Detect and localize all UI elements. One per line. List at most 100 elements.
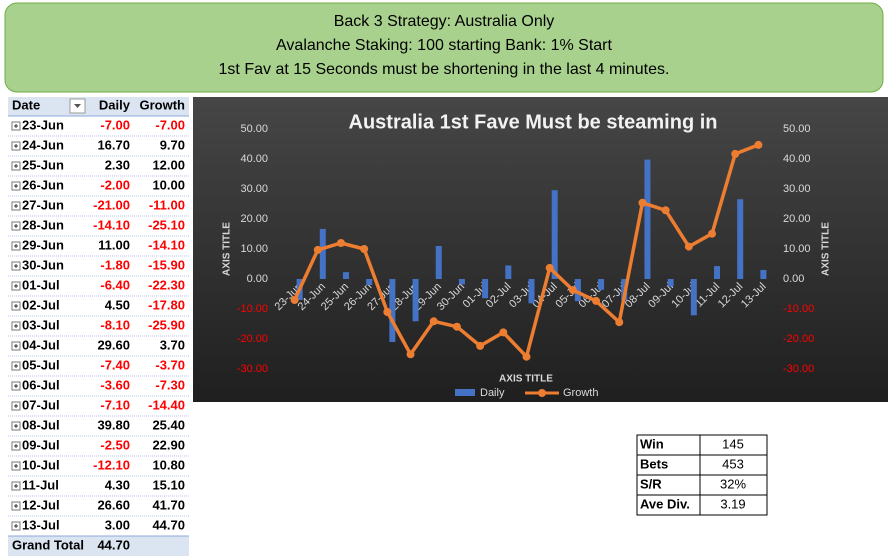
y-tick-label: -30.00: [237, 363, 268, 375]
value-cell: 10.80: [152, 457, 185, 472]
stat-value: 32%: [720, 476, 746, 491]
y-tick-label: 40.00: [240, 153, 268, 165]
y2-axis-title: AXIS TITLE: [821, 222, 832, 276]
value-cell: -6.40: [100, 277, 130, 292]
bar: [482, 279, 489, 299]
date-cell: 05-Jul: [22, 357, 60, 372]
value-cell: -14.10: [93, 217, 130, 232]
date-cell: 08-Jul: [22, 417, 60, 432]
stat-label: S/R: [640, 476, 662, 491]
header-line: Avalanche Staking: 100 starting Bank: 1%…: [276, 37, 612, 54]
value-cell: -12.10: [93, 457, 130, 472]
line-marker: [592, 296, 601, 305]
value-cell: 16.70: [97, 137, 130, 152]
y-tick-label: 50.00: [240, 123, 268, 135]
stat-value: 3.19: [720, 496, 745, 511]
header-box: [4, 2, 884, 93]
y2-tick-label: 30.00: [783, 183, 811, 195]
line-marker: [522, 352, 531, 361]
value-cell: -7.00: [155, 117, 185, 132]
expand-plus: [14, 484, 18, 488]
expand-plus: [14, 404, 18, 408]
line-marker: [383, 308, 392, 316]
chart-title: Australia 1st Fave Must be steaming in: [349, 111, 718, 133]
expand-plus: [14, 204, 18, 208]
y-axis-title: AXIS TITLE: [222, 222, 233, 276]
bar: [389, 279, 396, 342]
value-cell: -25.10: [148, 217, 185, 232]
value-cell: 11.00: [98, 237, 130, 252]
date-cell: 24-Jun: [22, 137, 64, 152]
legend-label: Growth: [563, 387, 598, 399]
line-marker: [336, 239, 345, 247]
bar: [319, 228, 326, 279]
value-cell: -7.40: [100, 357, 130, 372]
value-cell: -11.00: [149, 197, 185, 212]
date-cell: 10-Jul: [22, 457, 60, 472]
y2-tick-label: 0.00: [783, 273, 804, 285]
stat-value: 145: [722, 436, 744, 451]
date-cell: 07-Jul: [22, 397, 60, 412]
legend-swatch: [455, 389, 475, 396]
y-tick-label: 30.00: [240, 183, 268, 195]
bar: [412, 279, 419, 322]
expand-plus: [14, 224, 18, 228]
y2-tick-label: 20.00: [783, 213, 811, 225]
date-cell: 13-Jul: [22, 517, 60, 532]
expand-plus: [14, 184, 18, 188]
value-cell: 9.70: [160, 137, 185, 152]
date-cell: 09-Jul: [22, 437, 60, 452]
value-cell: -2.50: [100, 437, 130, 452]
value-cell: 41.70: [152, 497, 185, 512]
bar: [690, 279, 697, 316]
value-cell: -14.40: [148, 397, 185, 412]
bar: [366, 279, 373, 285]
line-marker: [360, 245, 369, 253]
value-cell: 25.40: [152, 417, 185, 432]
value-cell: -7.30: [155, 377, 185, 392]
bar: [342, 272, 349, 279]
line-marker: [661, 206, 670, 215]
total-label: Grand Total: [12, 537, 84, 552]
value-cell: 4.50: [105, 297, 130, 312]
expand-plus: [14, 524, 18, 528]
value-cell: -22.30: [148, 277, 185, 292]
table-header-bg: [8, 97, 189, 116]
line-marker: [638, 198, 647, 207]
y2-tick-label: 50.00: [783, 123, 811, 135]
expand-plus: [14, 444, 18, 448]
header-line: 1st Fav at 15 Seconds must be shortening…: [219, 61, 670, 78]
line-marker: [406, 350, 415, 359]
line-marker: [568, 286, 577, 295]
stat-label: Ave Div.: [640, 496, 690, 511]
expand-plus: [14, 324, 18, 328]
stat-cell: [699, 494, 768, 516]
expand-plus: [14, 364, 18, 368]
line-marker: [499, 328, 508, 337]
value-cell: -21.00: [93, 197, 130, 212]
date-cell: 03-Jul: [22, 317, 60, 332]
value-cell: 29.60: [97, 337, 130, 352]
value-cell: -2.00: [100, 177, 130, 192]
date-cell: 26-Jun: [22, 177, 64, 192]
date-cell: 04-Jul: [22, 337, 60, 352]
line-marker: [708, 229, 717, 238]
value-cell: -17.80: [148, 297, 185, 312]
y-tick-label: 10.00: [240, 243, 268, 255]
bar: [714, 266, 721, 279]
value-cell: 12.00: [152, 157, 185, 172]
date-cell: 27-Jun: [22, 197, 64, 212]
value-cell: 22.90: [152, 437, 185, 452]
date-cell: 23-Jun: [22, 117, 64, 132]
date-cell: 02-Jul: [22, 297, 60, 312]
value-cell: 26.60: [97, 497, 130, 512]
expand-plus: [14, 284, 18, 288]
value-cell: -1.80: [100, 257, 130, 272]
line-marker: [615, 318, 624, 327]
value-cell: -14.10: [148, 237, 185, 252]
value-cell: 3.70: [160, 337, 185, 352]
value-cell: 2.30: [105, 157, 130, 172]
bar: [574, 279, 581, 302]
value-cell: 10.00: [152, 177, 185, 192]
y-tick-label: 0.00: [247, 273, 268, 285]
